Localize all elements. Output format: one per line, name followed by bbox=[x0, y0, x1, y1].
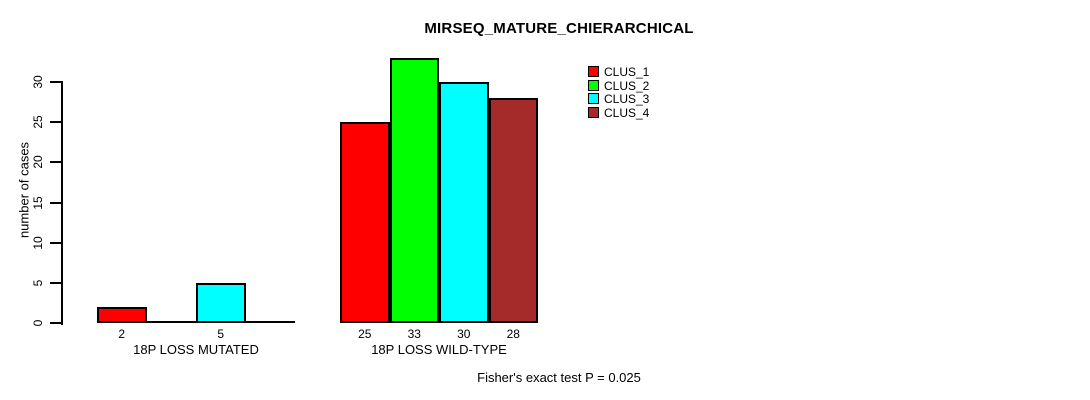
zero-bar-clus_2 bbox=[146, 321, 196, 323]
bar-clus_1 bbox=[97, 306, 147, 323]
y-axis-label: number of cases bbox=[16, 141, 32, 239]
legend-swatch-icon bbox=[588, 79, 599, 91]
bar-value-label: 30 bbox=[457, 327, 471, 341]
legend-label: CLUS_2 bbox=[604, 78, 650, 93]
y-axis-tick bbox=[50, 201, 63, 204]
y-axis-tick-label: 5 bbox=[31, 279, 45, 287]
x-axis-group-label: 18P LOSS MUTATED bbox=[133, 342, 259, 357]
bar-value-label: 28 bbox=[506, 327, 520, 341]
legend-label: CLUS_4 bbox=[604, 105, 650, 120]
bar-value-label: 33 bbox=[407, 327, 421, 341]
bar-clus_4 bbox=[488, 98, 538, 323]
chart-title: MIRSEQ_MATURE_CHIERARCHICAL bbox=[424, 20, 694, 37]
bar-clus_3 bbox=[196, 282, 246, 323]
y-axis-tick-label: 20 bbox=[31, 155, 45, 170]
legend-label: CLUS_1 bbox=[604, 65, 650, 79]
y-axis-tick bbox=[50, 161, 63, 164]
legend-swatch-icon bbox=[588, 66, 599, 77]
bar-clus_3 bbox=[439, 82, 489, 323]
zero-bar-clus_4 bbox=[245, 321, 295, 323]
y-axis-tick-label: 10 bbox=[31, 236, 45, 250]
x-axis-group-label: 18P LOSS WILD-TYPE bbox=[371, 342, 507, 357]
y-axis-tick bbox=[50, 241, 63, 244]
bar-value-label: 25 bbox=[358, 327, 372, 341]
legend-label: CLUS_3 bbox=[604, 92, 650, 106]
y-axis-tick bbox=[50, 81, 63, 84]
y-axis-tick bbox=[50, 121, 63, 124]
bar-clus_1 bbox=[340, 122, 390, 323]
y-axis-tick bbox=[50, 281, 63, 284]
legend-swatch-icon bbox=[588, 93, 599, 104]
legend-swatch-icon bbox=[588, 106, 599, 118]
y-axis-tick bbox=[50, 322, 63, 324]
y-axis-tick-label: 25 bbox=[31, 115, 45, 129]
bar-value-label: 5 bbox=[217, 327, 225, 341]
y-axis-tick-label: 0 bbox=[31, 319, 45, 327]
y-axis-tick-label: 15 bbox=[31, 195, 45, 210]
bar-clus_2 bbox=[389, 58, 439, 323]
bar-value-label: 2 bbox=[118, 327, 126, 341]
y-axis-tick-label: 30 bbox=[31, 75, 45, 89]
annotation-fisher-test: Fisher's exact test P = 0.025 bbox=[477, 370, 641, 385]
